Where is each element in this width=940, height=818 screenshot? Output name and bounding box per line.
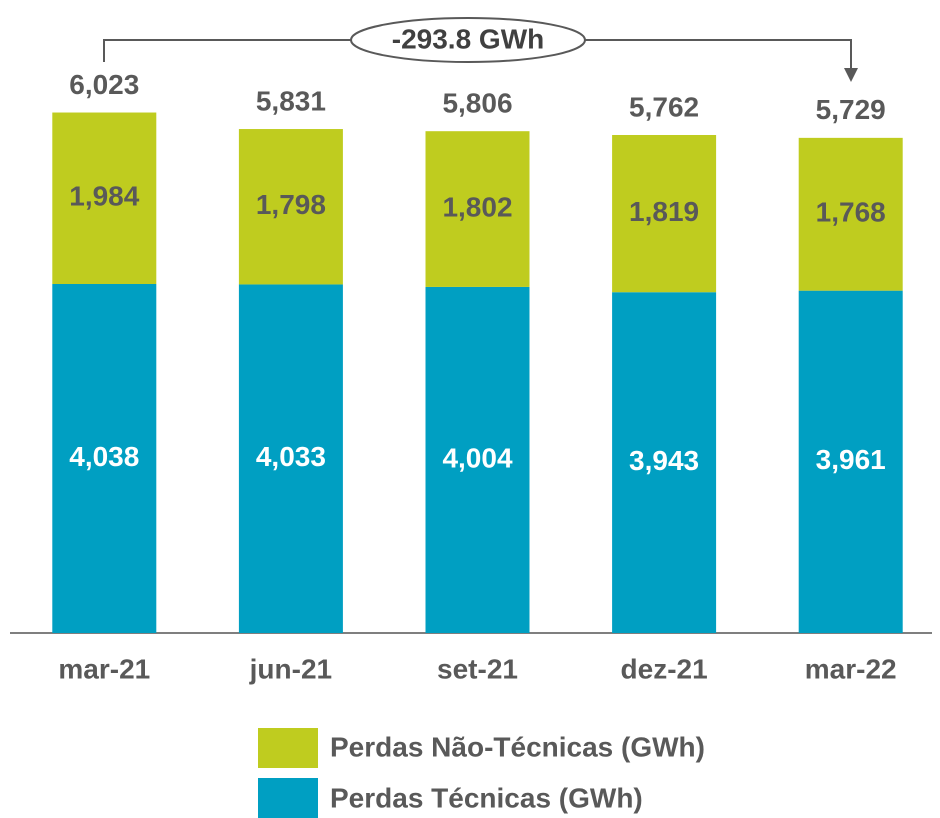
value-label: 4,004: [442, 442, 512, 473]
value-label: 3,943: [629, 445, 699, 476]
value-label: 1,802: [442, 191, 512, 222]
total-label: 5,762: [629, 91, 699, 122]
legend-label: Perdas Técnicas (GWh): [330, 782, 643, 813]
bar-segment: [612, 134, 717, 293]
value-label: 4,038: [69, 441, 139, 472]
legend-swatch: [258, 728, 318, 768]
x-tick-label: mar-22: [805, 653, 897, 684]
x-tick-label: dez-21: [621, 653, 708, 684]
annotation-ellipse: [350, 17, 586, 63]
bar-segment: [238, 129, 343, 285]
value-label: 1,819: [629, 196, 699, 227]
value-label: 1,798: [256, 189, 326, 220]
annotation-arrow: [844, 68, 858, 82]
legend-label: Perdas Não-Técnicas (GWh): [330, 731, 705, 762]
total-label: 5,729: [816, 94, 886, 125]
bar-segment: [52, 112, 157, 285]
value-label: 1,768: [816, 197, 886, 228]
bar-segment: [425, 131, 530, 287]
value-label: 3,961: [816, 444, 886, 475]
value-label: 1,984: [69, 181, 139, 212]
x-tick-label: jun-21: [249, 653, 332, 684]
total-label: 5,831: [256, 85, 326, 116]
annotation-line: [584, 39, 852, 70]
legend-swatch: [258, 778, 318, 818]
bar-segment: [612, 292, 717, 633]
bar-segment: [798, 290, 903, 633]
annotation-line: [103, 39, 352, 62]
x-tick-label: mar-21: [58, 653, 150, 684]
total-label: 5,806: [442, 88, 512, 119]
bar-segment: [425, 286, 530, 633]
annotation: -293.8 GWh: [392, 23, 544, 54]
bar-segment: [798, 137, 903, 291]
value-label: 4,033: [256, 441, 326, 472]
bar-segment: [52, 284, 157, 633]
x-tick-label: set-21: [437, 653, 518, 684]
bar-segment: [238, 284, 343, 633]
total-label: 6,023: [69, 69, 139, 100]
